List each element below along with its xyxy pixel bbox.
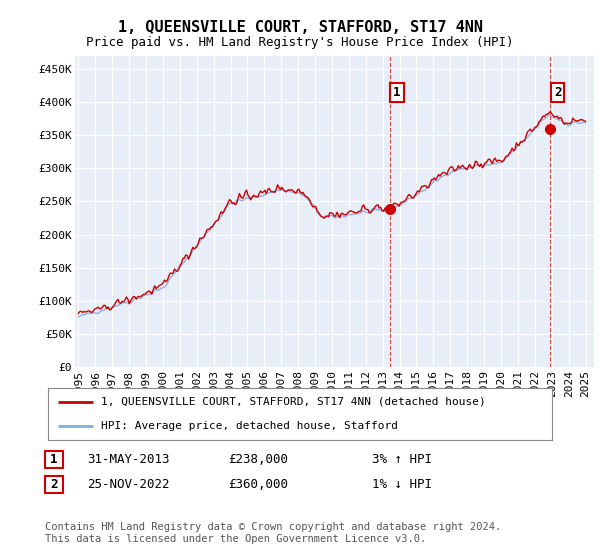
Text: HPI: Average price, detached house, Stafford: HPI: Average price, detached house, Staf… [101,421,398,431]
Text: 1: 1 [50,452,58,466]
Text: £238,000: £238,000 [228,452,288,466]
Text: Price paid vs. HM Land Registry's House Price Index (HPI): Price paid vs. HM Land Registry's House … [86,36,514,49]
Text: 2: 2 [50,478,58,491]
Text: Contains HM Land Registry data © Crown copyright and database right 2024.
This d: Contains HM Land Registry data © Crown c… [45,522,501,544]
Text: 1, QUEENSVILLE COURT, STAFFORD, ST17 4NN: 1, QUEENSVILLE COURT, STAFFORD, ST17 4NN [118,20,482,35]
Text: £360,000: £360,000 [228,478,288,491]
Text: 2: 2 [554,86,561,99]
Text: 1, QUEENSVILLE COURT, STAFFORD, ST17 4NN (detached house): 1, QUEENSVILLE COURT, STAFFORD, ST17 4NN… [101,397,485,407]
Text: 25-NOV-2022: 25-NOV-2022 [87,478,170,491]
Text: 31-MAY-2013: 31-MAY-2013 [87,452,170,466]
Text: 1% ↓ HPI: 1% ↓ HPI [372,478,432,491]
Text: 1: 1 [393,86,401,99]
Text: 3% ↑ HPI: 3% ↑ HPI [372,452,432,466]
